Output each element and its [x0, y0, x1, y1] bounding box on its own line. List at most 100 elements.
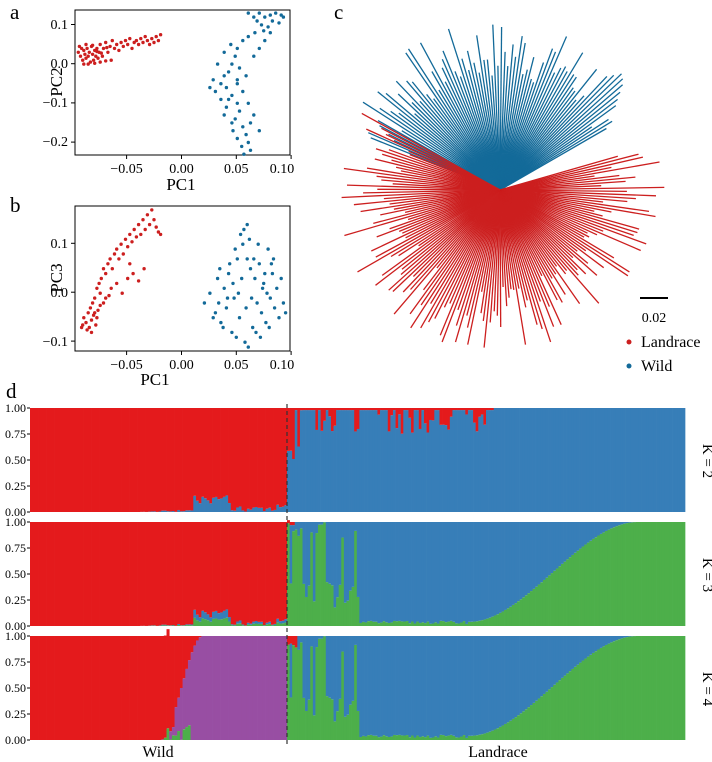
- admixture-bar-segment: [104, 522, 108, 626]
- admixture-bar-segment: [392, 408, 396, 411]
- admixture-bar-segment: [354, 431, 358, 512]
- admixture-bar-segment: [198, 617, 202, 622]
- admixture-bar-segment: [444, 425, 448, 512]
- admixture-bar-segment: [246, 408, 250, 509]
- admixture-bar-segment: [473, 621, 477, 626]
- admixture-bar-segment: [102, 636, 106, 740]
- admixture-bar-segment: [51, 636, 55, 740]
- admixture-bar-segment: [320, 636, 324, 639]
- scatter-point-wild: [245, 257, 249, 261]
- admixture-bar-segment: [268, 623, 272, 626]
- admixture-bar-segment: [421, 408, 425, 411]
- admixture-bar-segment: [532, 522, 536, 589]
- admixture-bar-segment: [423, 623, 427, 626]
- admixture-bar-segment: [297, 649, 301, 740]
- admixture-bar-segment: [478, 620, 482, 626]
- admixture-bar-segment: [302, 697, 306, 740]
- admixture-bar-segment: [405, 522, 409, 622]
- scatter-point-landrace: [110, 267, 115, 271]
- admixture-bar-segment: [493, 522, 497, 616]
- admixture-bar-segment: [426, 408, 430, 433]
- admixture-bar-segment: [252, 408, 256, 508]
- admixture-bar-segment: [238, 620, 242, 624]
- scatter-point-wild: [266, 247, 270, 251]
- admixture-bar-segment: [651, 522, 655, 626]
- admixture-bar-segment: [573, 666, 577, 740]
- scatter-point-wild: [211, 316, 215, 320]
- admixture-bar-segment: [545, 577, 549, 626]
- admixture-bar-segment: [230, 522, 234, 625]
- admixture-bar-segment: [302, 408, 306, 411]
- scatter-point-wild: [263, 15, 267, 19]
- admixture-bar-segment: [604, 636, 608, 645]
- admixture-bar-segment: [320, 524, 324, 626]
- tree-branch-wild: [499, 84, 624, 191]
- admixture-bar-segment: [501, 636, 505, 726]
- admixture-bar-segment: [568, 557, 572, 626]
- admixture-bar-segment: [403, 735, 407, 740]
- scatter-point-wild: [268, 31, 272, 35]
- admixture-bar-segment: [504, 723, 508, 740]
- admixture-bar-segment: [457, 623, 461, 626]
- tree-branch-landrace: [499, 189, 647, 245]
- tree-branch-wild: [407, 48, 501, 191]
- admixture-bar-segment: [35, 636, 39, 740]
- plot-a-frame: [74, 9, 291, 156]
- admixture-bar-segment: [436, 623, 440, 626]
- scatter-point-wild: [235, 82, 239, 86]
- admixture-bar-segment: [511, 718, 515, 740]
- admixture-bar-segment: [452, 621, 456, 626]
- admixture-bar-segment: [400, 522, 404, 622]
- admixture-bar-segment: [403, 522, 407, 622]
- admixture-bar-segment: [341, 410, 345, 512]
- admixture-bar-segment: [32, 522, 36, 626]
- admixture-bar-segment: [246, 624, 250, 626]
- admixture-bar-segment: [457, 522, 461, 624]
- plot-b-points: [79, 208, 288, 349]
- admixture-bar-segment: [628, 636, 632, 740]
- admixture-bar-segment: [509, 408, 513, 512]
- admixture-bar-segment: [625, 636, 629, 638]
- admixture-bar-segment: [442, 522, 445, 622]
- admixture-bar-segment: [560, 522, 564, 564]
- admixture-bar-segment: [617, 639, 621, 740]
- admixture-bar-segment: [431, 408, 435, 421]
- admixture-bar-segment: [661, 522, 665, 626]
- admixture-bar-segment: [586, 656, 590, 740]
- scatter-point-wild: [229, 42, 233, 47]
- admixture-bar-segment: [252, 623, 256, 626]
- admixture-bar-segment: [447, 522, 451, 622]
- admixture-bar-segment: [254, 408, 258, 507]
- admixture-bar-segment: [318, 408, 321, 411]
- admixture-bar-segment: [535, 636, 539, 701]
- scatter-point-landrace: [95, 286, 99, 290]
- scatter-point-landrace: [141, 218, 145, 222]
- admixture-bar-segment: [429, 636, 433, 738]
- tree-branch-wild: [499, 91, 621, 191]
- admixture-bar-segment: [390, 736, 394, 740]
- admixture-bar-segment: [403, 410, 407, 512]
- admixture-bar-segment: [252, 507, 256, 512]
- admixture-bar-segment: [641, 522, 644, 626]
- admixture-bar-segment: [273, 623, 277, 625]
- admixture-bar-segment: [638, 522, 642, 626]
- admixture-bar-segment: [591, 538, 595, 626]
- admixture-bar-segment: [214, 618, 218, 626]
- admixture-bar-segment: [230, 625, 234, 626]
- scatter-point-wild: [222, 74, 226, 78]
- admixture-bar-segment: [594, 537, 598, 626]
- admixture-bar-segment: [400, 408, 404, 434]
- admixture-bar-segment: [405, 408, 409, 411]
- admixture-bar-segment: [315, 636, 319, 648]
- admixture-bar-segment: [416, 636, 420, 736]
- scatter-point-wild: [279, 276, 283, 281]
- scatter-point-wild: [211, 78, 215, 82]
- admixture-bar-segment: [398, 620, 402, 626]
- admixture-bar-segment: [408, 623, 412, 626]
- admixture-bar-segment: [260, 507, 264, 512]
- admixture-bar-segment: [236, 522, 240, 622]
- scatter-point-landrace: [82, 48, 86, 53]
- scatter-point-landrace: [156, 230, 161, 234]
- scatter-point-landrace: [134, 38, 139, 43]
- admixture-bar-segment: [179, 688, 183, 740]
